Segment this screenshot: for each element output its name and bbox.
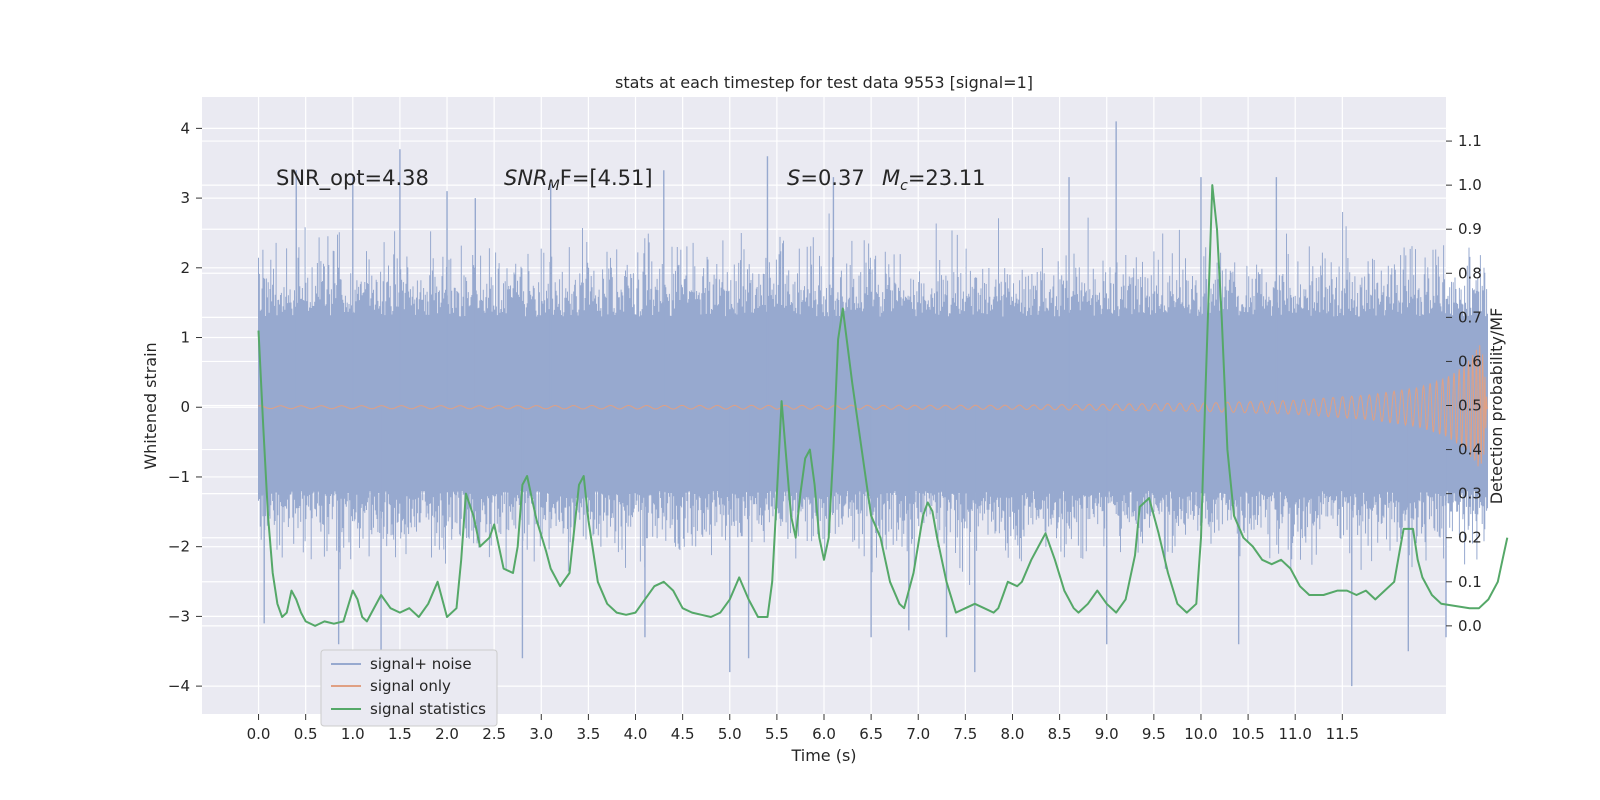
x-tick-label: 2.0 xyxy=(435,725,459,743)
legend-label-stats: signal statistics xyxy=(370,700,486,718)
annotation-s-rest: =0.37 xyxy=(800,166,864,190)
y-left-tick-label: 1 xyxy=(180,329,190,347)
annotation-mc-sub: c xyxy=(900,178,908,194)
annotation-snr-mf-sub: M xyxy=(548,178,560,194)
y-right-tick-label: 0.4 xyxy=(1458,441,1482,459)
y-right-tick-label: 0.6 xyxy=(1458,352,1482,370)
y-right-tick-label: 0.5 xyxy=(1458,397,1482,415)
y-right-tick-label: 0.2 xyxy=(1458,529,1482,547)
chart-title: stats at each timestep for test data 955… xyxy=(615,73,1033,92)
x-tick-label: 11.0 xyxy=(1279,725,1312,743)
x-tick-label: 1.0 xyxy=(341,725,365,743)
annotation-s-main: S xyxy=(787,166,800,190)
annotation-s: S=0.37 xyxy=(787,166,865,190)
y-right-tick-label: 0.8 xyxy=(1458,264,1482,282)
x-tick-label: 8.0 xyxy=(1001,725,1025,743)
x-axis-ticks: 0.0 0.5 1.0 1.5 2.0 2.5 3.0 3.5 4.0 4.5 5.0 5.5 6.0 6… xyxy=(247,714,1359,743)
annotation-snr-mf-main: SNR xyxy=(504,166,548,190)
x-tick-label: 9.5 xyxy=(1142,725,1166,743)
legend: signal+ noise signal only signal statist… xyxy=(320,649,498,727)
y-right-axis-label: Detection probability/MF xyxy=(1487,308,1506,505)
y-right-tick-label: 1.0 xyxy=(1458,176,1482,194)
y-right-tick-label: 0.1 xyxy=(1458,573,1482,591)
annotation-snr-mf-rest: F=[4.51] xyxy=(560,166,653,190)
x-tick-label: 0.5 xyxy=(294,725,318,743)
y-left-axis-ticks: 4 3 2 1 0 −1 −2 −3 −4 xyxy=(168,119,202,695)
x-tick-label: 6.0 xyxy=(812,725,836,743)
annotation-mc-rest: =23.11 xyxy=(908,166,986,190)
y-right-tick-label: 1.1 xyxy=(1458,132,1482,150)
y-right-tick-label: 0.9 xyxy=(1458,220,1482,238)
y-left-tick-label: 4 xyxy=(180,119,190,137)
y-left-tick-label: 0 xyxy=(180,398,190,416)
y-left-tick-label: −3 xyxy=(168,607,190,625)
y-left-tick-label: 3 xyxy=(180,189,190,207)
x-tick-label: 4.5 xyxy=(671,725,695,743)
signal-series xyxy=(258,345,1488,467)
x-tick-label: 7.0 xyxy=(906,725,930,743)
x-tick-label: 3.0 xyxy=(529,725,553,743)
annotations: SNR_opt=4.38 SNRMF=[4.51] S=0.37 Mc=23.1… xyxy=(276,166,986,194)
x-tick-label: 5.0 xyxy=(718,725,742,743)
signal-statistics-line xyxy=(257,184,1509,627)
y-left-tick-label: −4 xyxy=(168,677,190,695)
y-left-tick-label: −2 xyxy=(168,538,190,556)
x-tick-label: 10.5 xyxy=(1231,725,1264,743)
legend-label-signal: signal only xyxy=(370,677,451,695)
x-tick-label: 8.5 xyxy=(1048,725,1072,743)
annotation-mc: Mc=23.11 xyxy=(882,166,986,194)
noise-spikes xyxy=(258,212,1488,585)
y-left-tick-label: −1 xyxy=(168,468,190,486)
y-right-tick-label: 0.0 xyxy=(1458,617,1482,635)
stats-series xyxy=(257,184,1509,627)
annotation-mc-main: M xyxy=(882,166,900,190)
x-tick-label: 5.5 xyxy=(765,725,789,743)
x-tick-label: 11.5 xyxy=(1326,725,1359,743)
annotation-snr-mf: SNRMF=[4.51] xyxy=(504,166,653,194)
x-tick-label: 3.5 xyxy=(576,725,600,743)
signal-only-line xyxy=(258,345,1488,467)
x-tick-label: 6.5 xyxy=(859,725,883,743)
x-axis-label: Time (s) xyxy=(790,746,856,765)
x-tick-label: 4.0 xyxy=(624,725,648,743)
noise-series xyxy=(258,121,1488,687)
x-tick-label: 0.0 xyxy=(247,725,271,743)
annotation-snr-opt: SNR_opt=4.38 xyxy=(276,166,429,191)
y-right-tick-label: 0.7 xyxy=(1458,308,1482,326)
y-left-tick-label: 2 xyxy=(180,259,190,277)
y-left-axis-label: Whitened strain xyxy=(141,342,160,469)
y-right-tick-label: 0.3 xyxy=(1458,485,1482,503)
x-tick-label: 7.5 xyxy=(953,725,977,743)
x-tick-label: 2.5 xyxy=(482,725,506,743)
legend-label-noise: signal+ noise xyxy=(370,655,472,673)
x-tick-label: 1.5 xyxy=(388,725,412,743)
x-tick-label: 10.0 xyxy=(1184,725,1217,743)
x-tick-label: 9.0 xyxy=(1095,725,1119,743)
legend-box xyxy=(320,649,498,727)
y-right-axis-ticks: 1.1 1.0 0.9 0.8 0.7 0.6 0.5 0.4 0.3 0.2 0.1 0.0 xyxy=(1446,132,1482,635)
